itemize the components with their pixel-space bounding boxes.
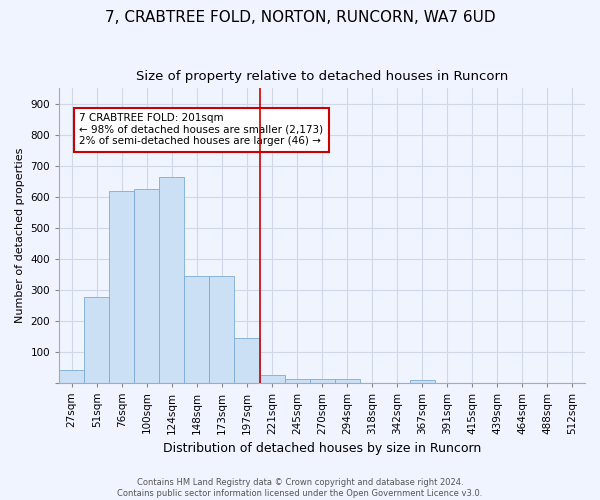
Text: Contains HM Land Registry data © Crown copyright and database right 2024.
Contai: Contains HM Land Registry data © Crown c… xyxy=(118,478,482,498)
Bar xyxy=(260,375,284,382)
Y-axis label: Number of detached properties: Number of detached properties xyxy=(15,148,25,323)
Bar xyxy=(160,176,184,382)
Bar xyxy=(109,190,134,382)
Bar xyxy=(209,276,235,382)
Bar xyxy=(84,298,109,382)
Bar xyxy=(235,338,260,382)
Bar xyxy=(335,380,359,382)
Bar xyxy=(134,189,160,382)
Text: 7 CRABTREE FOLD: 201sqm
← 98% of detached houses are smaller (2,173)
2% of semi-: 7 CRABTREE FOLD: 201sqm ← 98% of detache… xyxy=(79,113,323,146)
Text: 7, CRABTREE FOLD, NORTON, RUNCORN, WA7 6UD: 7, CRABTREE FOLD, NORTON, RUNCORN, WA7 6… xyxy=(104,10,496,25)
Bar xyxy=(410,380,435,382)
Title: Size of property relative to detached houses in Runcorn: Size of property relative to detached ho… xyxy=(136,70,508,83)
Bar xyxy=(310,380,335,382)
Bar xyxy=(59,370,84,382)
X-axis label: Distribution of detached houses by size in Runcorn: Distribution of detached houses by size … xyxy=(163,442,481,455)
Bar xyxy=(184,276,209,382)
Bar xyxy=(284,379,310,382)
